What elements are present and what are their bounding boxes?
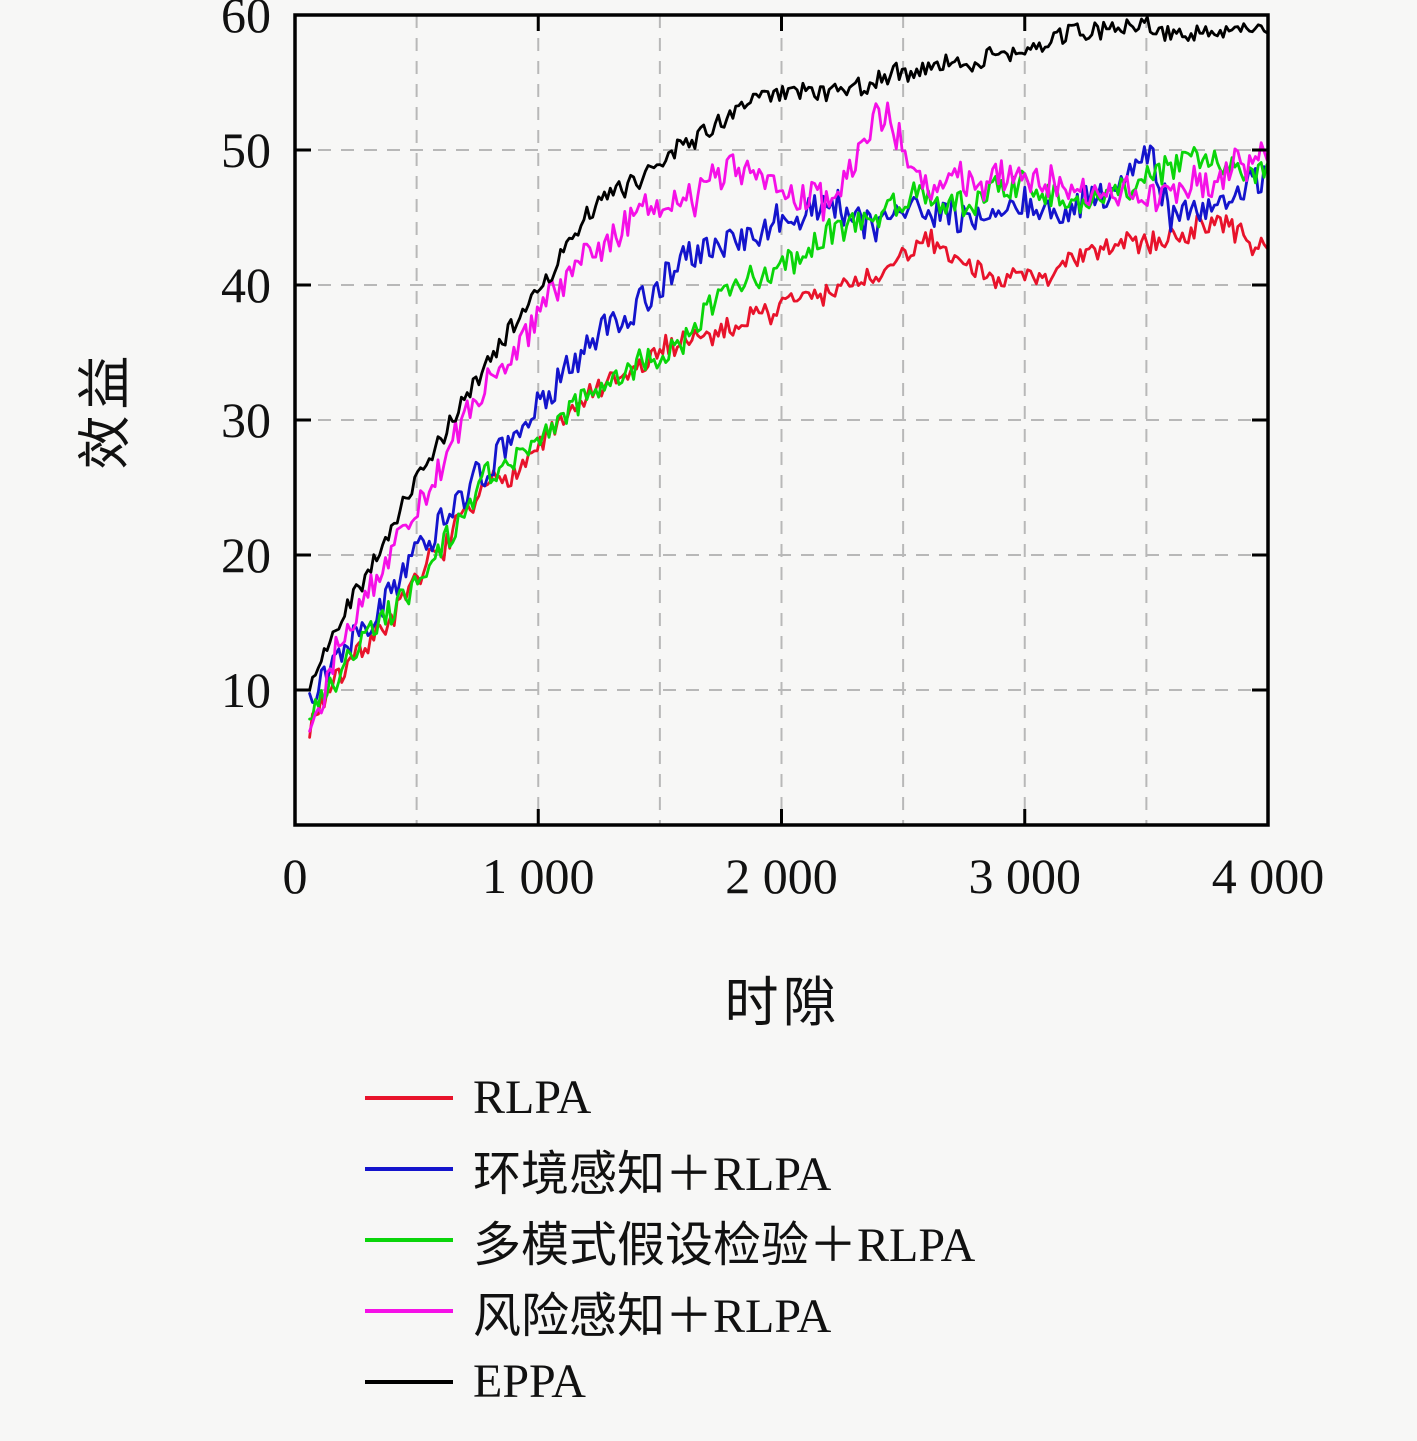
legend-item-rlpa: RLPA — [365, 1062, 975, 1133]
legend: RLPA 环境感知＋RLPA 多模式假设检验＋RLPA 风险感知＋RLPA EP… — [365, 1062, 975, 1417]
legend-item-risk-rlpa: 风险感知＋RLPA — [365, 1275, 975, 1346]
legend-line-swatch — [365, 1379, 453, 1384]
legend-line-swatch — [365, 1308, 453, 1313]
y-tick-label: 20 — [221, 527, 271, 583]
legend-label: 环境感知＋RLPA — [473, 1147, 832, 1201]
legend-line-swatch — [365, 1095, 453, 1100]
legend-line-swatch — [365, 1237, 453, 1242]
x-tick-label: 2 000 — [725, 848, 838, 904]
plot-area: 0 1 000 2 000 3 000 4 000 10 20 30 40 50 60 — [221, 0, 1325, 904]
y-tick-label: 30 — [221, 392, 271, 448]
y-tick-label: 60 — [221, 0, 271, 43]
x-tick-label: 1 000 — [482, 848, 595, 904]
x-tick-label: 4 000 — [1212, 848, 1325, 904]
x-tick-label: 3 000 — [969, 848, 1082, 904]
legend-line-swatch — [365, 1166, 453, 1171]
legend-label: EPPA — [473, 1355, 586, 1408]
y-axis-label: 效益 — [75, 349, 136, 470]
y-tick-label: 10 — [221, 662, 271, 718]
legend-label: 多模式假设检验＋RLPA — [473, 1218, 976, 1272]
legend-label: 风险感知＋RLPA — [473, 1289, 832, 1343]
legend-label: RLPA — [473, 1071, 592, 1124]
x-axis-label: 时隙 — [724, 973, 841, 1033]
y-tick-label: 40 — [221, 257, 271, 313]
y-tick-label: 50 — [221, 122, 271, 178]
legend-item-eppa: EPPA — [365, 1346, 975, 1417]
legend-item-multimode-rlpa: 多模式假设检验＋RLPA — [365, 1204, 975, 1275]
x-tick-label: 0 — [283, 848, 308, 904]
legend-item-env-rlpa: 环境感知＋RLPA — [365, 1133, 975, 1204]
